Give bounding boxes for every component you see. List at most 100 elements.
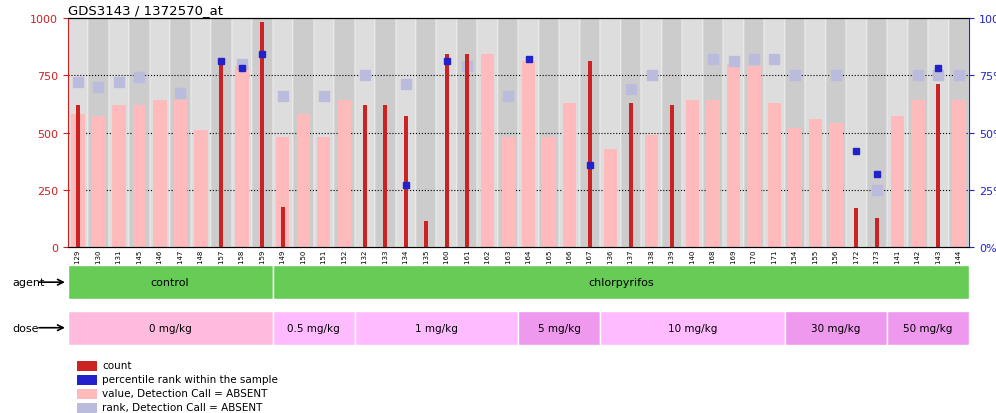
Text: percentile rank within the sample: percentile rank within the sample xyxy=(102,375,278,385)
Bar xyxy=(826,19,847,248)
Text: rank, Detection Call = ABSENT: rank, Detection Call = ABSENT xyxy=(102,402,262,412)
Bar xyxy=(502,138,515,248)
Bar xyxy=(252,19,273,248)
Text: GDS3143 / 1372570_at: GDS3143 / 1372570_at xyxy=(68,5,223,17)
Bar xyxy=(132,106,146,248)
Bar xyxy=(173,101,187,248)
Bar xyxy=(273,311,355,345)
Bar xyxy=(465,55,469,248)
Bar xyxy=(785,19,805,248)
Bar xyxy=(519,311,601,345)
Bar xyxy=(809,119,822,248)
Text: value, Detection Call = ABSENT: value, Detection Call = ABSENT xyxy=(102,388,267,398)
Bar xyxy=(68,266,273,299)
Bar xyxy=(560,19,580,248)
Bar xyxy=(874,218,879,248)
Bar xyxy=(588,62,593,248)
Bar xyxy=(77,375,97,385)
Bar xyxy=(129,19,149,248)
Bar xyxy=(232,19,252,248)
Bar xyxy=(281,208,285,248)
Text: chlorpyrifos: chlorpyrifos xyxy=(588,278,653,287)
Bar xyxy=(481,55,494,248)
Text: 5 mg/kg: 5 mg/kg xyxy=(538,323,581,333)
Bar xyxy=(744,19,764,248)
Bar xyxy=(604,149,618,248)
Bar xyxy=(317,138,331,248)
Bar xyxy=(747,67,761,248)
Bar xyxy=(563,103,577,248)
Bar xyxy=(785,311,887,345)
Bar xyxy=(92,117,106,248)
Bar xyxy=(113,106,125,248)
Text: dose: dose xyxy=(12,323,39,333)
Bar xyxy=(355,19,375,248)
Bar xyxy=(830,124,843,248)
Bar xyxy=(395,19,416,248)
Bar xyxy=(948,19,969,248)
Bar xyxy=(77,389,97,399)
Bar xyxy=(887,19,907,248)
Bar xyxy=(621,19,641,248)
Bar xyxy=(764,19,785,248)
Bar xyxy=(670,106,674,248)
Bar xyxy=(457,19,477,248)
Text: 0.5 mg/kg: 0.5 mg/kg xyxy=(287,323,340,333)
Bar xyxy=(338,101,351,248)
Bar xyxy=(194,131,207,248)
Bar xyxy=(887,311,969,345)
Bar xyxy=(77,361,97,371)
Bar xyxy=(706,101,720,248)
Bar xyxy=(170,19,190,248)
Bar xyxy=(703,19,723,248)
Bar xyxy=(641,19,661,248)
Bar xyxy=(768,103,781,248)
Bar xyxy=(436,19,457,248)
Text: 50 mg/kg: 50 mg/kg xyxy=(903,323,953,333)
Bar xyxy=(77,403,97,413)
Bar xyxy=(153,101,166,248)
Bar xyxy=(297,115,310,248)
Bar xyxy=(363,106,367,248)
Text: control: control xyxy=(150,278,189,287)
Bar xyxy=(260,23,264,248)
Bar xyxy=(109,19,129,248)
Bar xyxy=(855,209,859,248)
Bar xyxy=(867,19,887,248)
Text: count: count xyxy=(102,361,131,370)
Text: agent: agent xyxy=(12,278,45,287)
Bar xyxy=(686,101,699,248)
Bar xyxy=(273,266,969,299)
Bar xyxy=(580,19,601,248)
Text: 1 mg/kg: 1 mg/kg xyxy=(415,323,458,333)
Bar xyxy=(727,64,740,248)
Bar xyxy=(936,85,940,248)
Bar xyxy=(907,19,928,248)
Bar xyxy=(661,19,682,248)
Bar xyxy=(211,19,232,248)
Bar xyxy=(911,101,924,248)
Bar xyxy=(190,19,211,248)
Bar xyxy=(952,101,965,248)
Text: 30 mg/kg: 30 mg/kg xyxy=(812,323,861,333)
Bar xyxy=(276,138,290,248)
Bar xyxy=(293,19,314,248)
Bar xyxy=(416,19,436,248)
Bar xyxy=(629,103,633,248)
Bar xyxy=(444,55,449,248)
Bar xyxy=(383,106,387,248)
Bar xyxy=(68,311,273,345)
Bar xyxy=(355,311,518,345)
Bar xyxy=(89,19,109,248)
Bar xyxy=(601,311,785,345)
Bar xyxy=(149,19,170,248)
Bar xyxy=(543,138,556,248)
Bar xyxy=(424,221,428,248)
Bar xyxy=(76,106,80,248)
Bar xyxy=(72,115,85,248)
Text: 0 mg/kg: 0 mg/kg xyxy=(148,323,191,333)
Bar xyxy=(219,60,223,248)
Bar xyxy=(68,19,89,248)
Bar xyxy=(682,19,703,248)
Bar xyxy=(601,19,621,248)
